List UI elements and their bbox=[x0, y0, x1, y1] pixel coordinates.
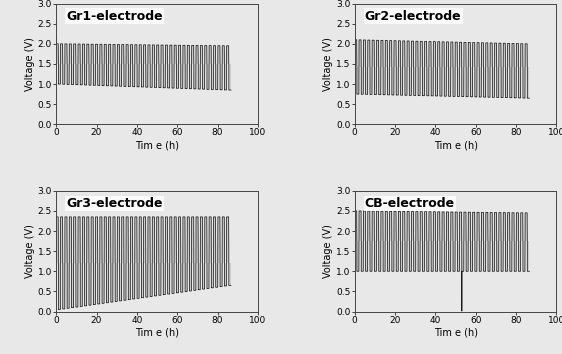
Text: Gr1-electrode: Gr1-electrode bbox=[66, 10, 163, 23]
X-axis label: Tim e (h): Tim e (h) bbox=[433, 327, 478, 337]
X-axis label: Tim e (h): Tim e (h) bbox=[135, 327, 179, 337]
Y-axis label: Voltage (V): Voltage (V) bbox=[25, 37, 35, 91]
Text: CB-electrode: CB-electrode bbox=[365, 197, 455, 210]
Y-axis label: Voltage (V): Voltage (V) bbox=[25, 224, 35, 278]
X-axis label: Tim e (h): Tim e (h) bbox=[433, 140, 478, 150]
Y-axis label: Voltage (V): Voltage (V) bbox=[323, 224, 333, 278]
Y-axis label: Voltage (V): Voltage (V) bbox=[323, 37, 333, 91]
Text: Gr2-electrode: Gr2-electrode bbox=[365, 10, 461, 23]
Text: Gr3-electrode: Gr3-electrode bbox=[66, 197, 163, 210]
X-axis label: Tim e (h): Tim e (h) bbox=[135, 140, 179, 150]
